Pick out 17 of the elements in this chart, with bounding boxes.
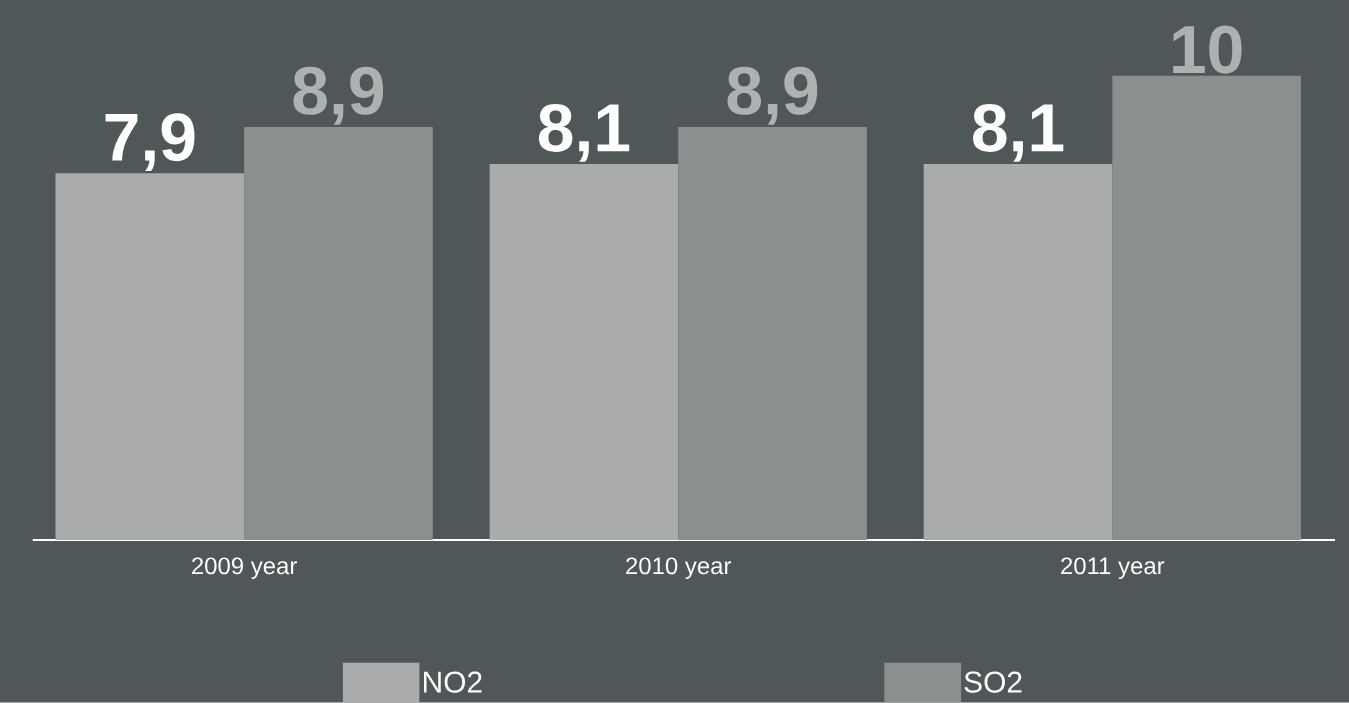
legend-label: NO2 xyxy=(424,671,482,693)
bar xyxy=(1112,76,1301,541)
x-tick-label: 2011 year xyxy=(1061,557,1165,580)
data-label: 10 xyxy=(1173,25,1242,74)
data-label: 8,1 xyxy=(973,104,1064,163)
bar xyxy=(923,164,1113,541)
data-label: 8,9 xyxy=(293,67,384,125)
bar xyxy=(55,173,245,541)
data-label: 8,9 xyxy=(727,67,818,125)
bar xyxy=(678,127,867,541)
x-tick-label: 2009 year xyxy=(192,557,297,580)
data-label: 8,1 xyxy=(538,104,630,163)
data-label: 7,9 xyxy=(105,113,195,172)
x-tick-label: 2010 year xyxy=(626,557,732,580)
bar xyxy=(489,164,679,541)
bar xyxy=(244,127,433,541)
legend-label: SO2 xyxy=(964,671,1022,693)
